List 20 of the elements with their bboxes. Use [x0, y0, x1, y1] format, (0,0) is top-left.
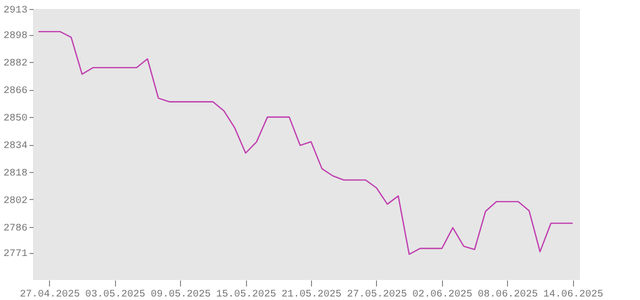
- x-tick-label: 09.05.2025: [150, 290, 211, 300]
- y-tick-label: 2898: [3, 31, 28, 42]
- x-tick-label: 15.05.2025: [216, 290, 276, 300]
- y-tick-label: 2882: [3, 58, 28, 70]
- y-tick-label: 2802: [3, 196, 28, 207]
- line-series: [38, 30, 574, 255]
- x-tick-label: 27.05.2025: [346, 290, 407, 300]
- y-tick-label: 2834: [3, 141, 28, 152]
- x-tick-label: 27.04.2025: [20, 290, 80, 300]
- y-tick-label: 2850: [3, 114, 28, 125]
- y-tick-label: 2786: [3, 223, 28, 234]
- y-tick-label: 2866: [3, 86, 28, 98]
- y-tick-label: 2771: [3, 249, 28, 260]
- y-tick-label: 2913: [3, 6, 28, 16]
- x-tick-label: 08.06.2025: [478, 290, 538, 300]
- x-tick-label: 03.05.2025: [85, 290, 146, 300]
- x-tick-label: 14.06.2025: [543, 290, 604, 300]
- x-tick-label: 21.05.2025: [282, 290, 342, 300]
- y-tick-label: 2818: [3, 168, 28, 180]
- x-tick-label: 02.06.2025: [412, 290, 472, 300]
